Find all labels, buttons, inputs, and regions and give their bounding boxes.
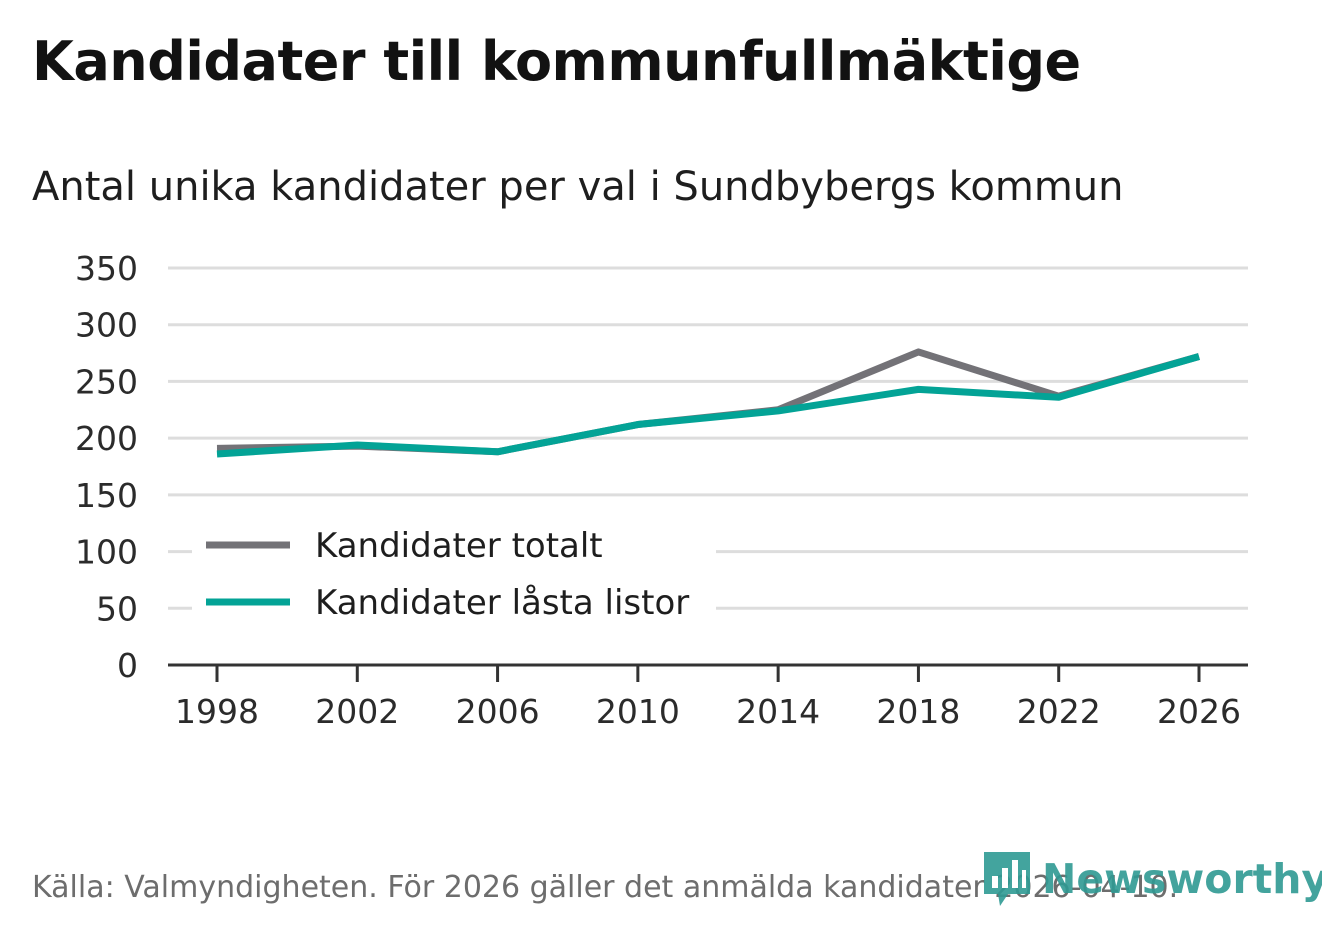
legend-label: Kandidater låsta listor xyxy=(315,583,689,623)
newsworthy-chart-bubble-icon xyxy=(984,852,1030,906)
x-tick-label: 2006 xyxy=(456,692,540,731)
y-tick-label: 150 xyxy=(75,476,138,515)
x-tick-label: 1998 xyxy=(175,692,259,731)
x-tick-label: 2010 xyxy=(596,692,680,731)
series-lines xyxy=(216,348,1200,458)
legend-background xyxy=(192,515,716,631)
y-tick-label: 350 xyxy=(75,249,138,288)
series-line-kandidater-lasta-listor xyxy=(216,353,1200,458)
newsworthy-logo: Newsworthy xyxy=(982,850,1322,908)
x-tick-label: 2026 xyxy=(1157,692,1241,731)
x-tick-label: 2022 xyxy=(1017,692,1101,731)
x-tick-label: 2018 xyxy=(876,692,960,731)
legend-label: Kandidater totalt xyxy=(315,526,603,566)
y-tick-label: 0 xyxy=(117,646,138,685)
legend: Kandidater totalt Kandidater låsta listor xyxy=(192,515,716,631)
x-tick-label: 2014 xyxy=(736,692,820,731)
y-tick-label: 200 xyxy=(75,419,138,458)
chart-subtitle: Antal unika kandidater per val i Sundbyb… xyxy=(32,164,1124,210)
logo-text: Newsworthy xyxy=(1042,855,1322,903)
y-tick-label: 250 xyxy=(75,362,138,401)
y-tick-label: 50 xyxy=(96,589,138,628)
y-axis-ticks: 0 50 100 150 200 250 300 350 xyxy=(75,249,138,685)
y-tick-label: 300 xyxy=(75,306,138,345)
x-tick-label: 2002 xyxy=(315,692,399,731)
x-axis-ticks: 1998 2002 2006 2010 2014 2018 2022 2026 xyxy=(168,663,1248,731)
chart-title: Kandidater till kommunfullmäktige xyxy=(32,30,1081,93)
y-tick-label: 100 xyxy=(75,533,138,572)
